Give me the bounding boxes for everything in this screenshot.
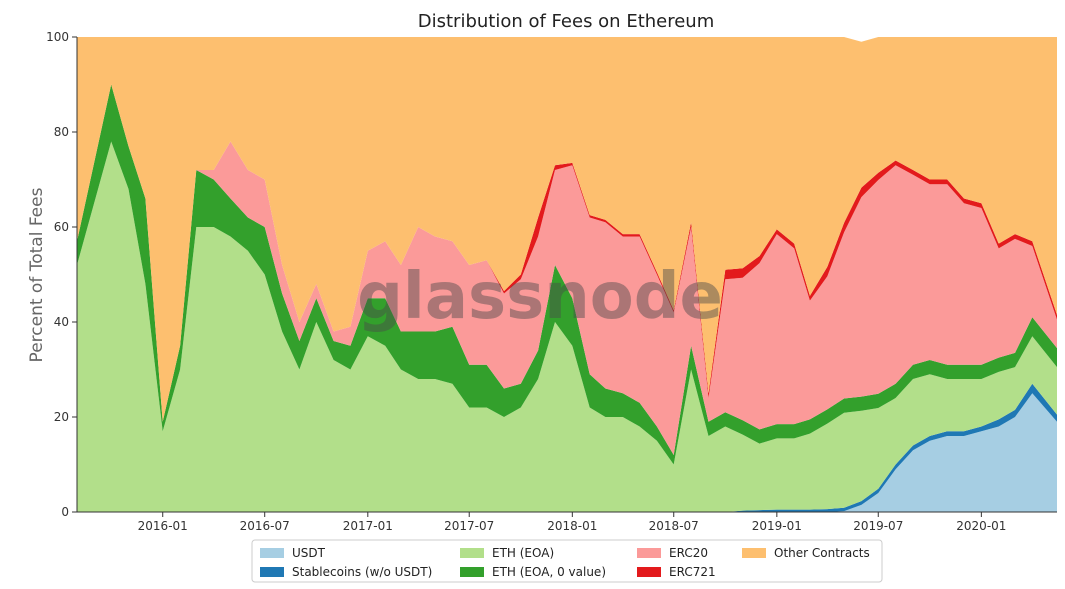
chart-title: Distribution of Fees on Ethereum — [418, 11, 715, 32]
legend-swatch-erc20 — [637, 548, 661, 558]
area-usdt — [77, 393, 1057, 512]
x-tick-label: 2017-07 — [444, 519, 494, 533]
legend-label-usdt: USDT — [292, 546, 326, 560]
legend-swatch-usdt — [260, 548, 284, 558]
x-tick-label: 2018-07 — [649, 519, 699, 533]
y-axis: 0 20 40 60 80 100 — [46, 30, 78, 519]
x-tick-label: 2018-01 — [547, 519, 597, 533]
legend-swatch-erc721 — [637, 567, 661, 577]
legend-label-eth-eoa-0-value: ETH (EOA, 0 value) — [492, 565, 606, 579]
legend-label-erc20: ERC20 — [669, 546, 708, 560]
x-tick-label: 2019-07 — [853, 519, 903, 533]
legend-label-other-contracts: Other Contracts — [774, 546, 870, 560]
y-tick-label: 40 — [54, 315, 69, 329]
y-axis-title: Percent of Total Fees — [27, 187, 47, 362]
x-tick-label: 2017-01 — [343, 519, 393, 533]
stacked-areas — [77, 37, 1057, 512]
area-other-contracts — [77, 37, 1057, 422]
x-tick-label: 2019-01 — [752, 519, 802, 533]
y-tick-label: 0 — [61, 505, 69, 519]
x-tick-label: 2016-07 — [240, 519, 290, 533]
legend-swatch-stablecoins-w-o-usdt — [260, 567, 284, 577]
legend-label-erc721: ERC721 — [669, 565, 716, 579]
y-tick-label: 20 — [54, 410, 69, 424]
legend-label-stablecoins-w-o-usdt: Stablecoins (w/o USDT) — [292, 565, 432, 579]
legend-label-eth-eoa: ETH (EOA) — [492, 546, 554, 560]
y-tick-label: 80 — [54, 125, 69, 139]
legend-frame — [251, 539, 883, 583]
x-tick-label: 2016-01 — [138, 519, 188, 533]
legend-swatch-eth-eoa-0-value — [460, 567, 484, 577]
x-tick-label: 2020-01 — [956, 519, 1006, 533]
area-eth-eoa-0-value — [77, 84, 1057, 465]
watermark: glassnode — [357, 260, 723, 334]
y-tick-label: 100 — [46, 30, 69, 44]
legend-swatch-other-contracts — [742, 548, 766, 558]
y-tick-label: 60 — [54, 220, 69, 234]
area-erc20 — [77, 84, 1057, 455]
x-axis: 2016-01 2016-07 2017-01 2017-07 2018-01 2018-… — [77, 511, 1057, 533]
area-eth-eoa — [77, 141, 1057, 512]
legend: USDT Stablecoins (w/o USDT) ETH (EOA) ETH (… — [251, 539, 883, 583]
legend-swatch-eth-eoa — [460, 548, 484, 558]
